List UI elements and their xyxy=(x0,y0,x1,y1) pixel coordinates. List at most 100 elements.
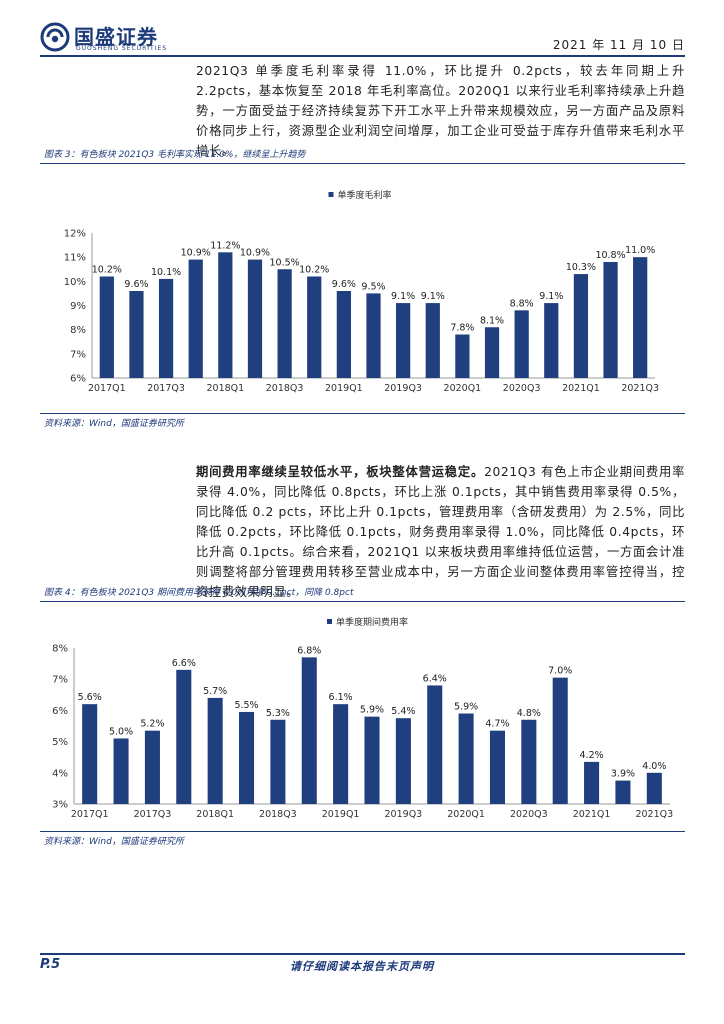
expense-bar xyxy=(458,713,474,804)
margin-x-tick: 2017Q3 xyxy=(147,383,185,394)
expense-data-label: 6.4% xyxy=(423,673,447,684)
expense-bar xyxy=(646,772,662,804)
margin-bar xyxy=(573,274,589,378)
expense-bar xyxy=(552,677,568,804)
margin-y-tick: 10% xyxy=(64,277,86,288)
expense-bar xyxy=(270,719,286,804)
expense-bar xyxy=(238,711,255,804)
expense-y-tick: 8% xyxy=(52,644,68,655)
margin-y-tick: 12% xyxy=(64,229,86,240)
margin-bar xyxy=(455,334,470,378)
margin-bar xyxy=(99,276,114,378)
margin-x-tick: 2021Q1 xyxy=(562,383,600,394)
margin-data-label: 10.3% xyxy=(566,262,596,273)
margin-bar xyxy=(158,278,174,378)
expense-x-tick: 2018Q1 xyxy=(196,809,234,820)
expense-data-label: 5.2% xyxy=(140,719,164,730)
expense-ratio-chart: 单季度期间费用率 3% 4% 5% 6% 7% 8% 5.6% 2017Q1 5.0% 5.2% 20… xyxy=(40,604,685,830)
margin-x-tick: 2021Q3 xyxy=(621,383,659,394)
margin-data-label: 10.5% xyxy=(270,257,300,268)
expense-ratio-body: 2021Q3 有色上市企业期间费用率录得 4.0%，同比降低 0.8pcts，环… xyxy=(196,465,685,599)
expense-x-tick: 2019Q3 xyxy=(385,809,423,820)
expense-data-label: 5.6% xyxy=(78,692,102,703)
expense-bar xyxy=(489,730,506,804)
margin-y-tick: 8% xyxy=(70,325,86,336)
margin-bar xyxy=(218,252,233,378)
expense-ratio-paragraph: 期间费用率继续呈较低水平，板块整体营运稳定。2021Q3 有色上市企业期间费用率… xyxy=(196,462,685,602)
margin-data-label: 11.0% xyxy=(625,245,655,256)
margin-bar xyxy=(544,303,559,378)
margin-x-tick: 2018Q1 xyxy=(206,383,244,394)
expense-x-tick: 2020Q1 xyxy=(447,809,485,820)
figure-3-source: 资料来源：Wind，国盛证券研究所 xyxy=(44,419,184,429)
margin-data-label: 9.1% xyxy=(539,291,563,302)
footer-divider xyxy=(40,953,685,955)
expense-x-tick: 2021Q3 xyxy=(635,809,673,820)
figure-4-bottom-rule xyxy=(40,831,685,832)
margin-data-label: 8.1% xyxy=(480,315,504,326)
margin-x-tick: 2017Q1 xyxy=(88,383,126,394)
expense-legend-label: 单季度期间费用率 xyxy=(336,616,408,628)
margin-bar xyxy=(188,259,203,378)
margin-bar xyxy=(129,291,144,378)
margin-data-label: 9.6% xyxy=(332,279,356,290)
margin-bar xyxy=(633,257,648,378)
expense-data-label: 5.3% xyxy=(266,708,290,719)
expense-bar xyxy=(207,697,223,804)
expense-data-label: 5.9% xyxy=(360,705,384,716)
margin-y-tick: 9% xyxy=(70,301,86,312)
expense-bar xyxy=(521,719,537,804)
margin-data-label: 10.2% xyxy=(299,265,329,276)
figure-3-caption: 图表 3：有色板块 2021Q3 毛利率实现 11.0%，继续呈上升趋势 xyxy=(40,146,685,164)
margin-y-tick: 6% xyxy=(70,374,86,385)
expense-y-tick: 5% xyxy=(52,737,68,748)
margin-x-tick: 2020Q1 xyxy=(444,383,482,394)
page-header: 国盛证券 GUOSHENG SECURITIES 2021 年 11 月 10 … xyxy=(40,20,685,56)
margin-data-label: 9.5% xyxy=(361,281,385,292)
expense-data-label: 4.7% xyxy=(485,719,509,730)
expense-data-label: 5.5% xyxy=(234,700,258,711)
margin-data-label: 10.9% xyxy=(240,248,270,259)
expense-bar xyxy=(333,704,349,804)
expense-data-label: 4.2% xyxy=(580,750,604,761)
expense-bar xyxy=(176,669,192,804)
expense-bar xyxy=(427,685,443,804)
expense-data-label: 3.9% xyxy=(611,769,635,780)
page-number: P.5 xyxy=(40,957,61,972)
margin-x-tick: 2020Q3 xyxy=(503,383,541,394)
logo-mark-icon xyxy=(40,22,70,52)
margin-bar xyxy=(277,269,292,378)
margin-bar xyxy=(336,291,351,378)
gross-margin-paragraph: 2021Q3 单季度毛利率录得 11.0%，环比提升 0.2pcts，较去年同期… xyxy=(196,64,685,158)
margin-bar xyxy=(366,293,381,378)
expense-x-tick: 2019Q1 xyxy=(322,809,360,820)
disclaimer-note: 请仔细阅读本报告末页声明 xyxy=(290,960,434,973)
margin-data-label: 9.6% xyxy=(124,279,148,290)
logo-text-en: GUOSHENG SECURITIES xyxy=(76,45,168,52)
margin-bar xyxy=(396,303,411,378)
figure-4-source: 资料来源：Wind，国盛证券研究所 xyxy=(44,837,184,847)
figure-3-bottom-rule xyxy=(40,413,685,414)
margin-data-label: 10.8% xyxy=(595,250,625,261)
gross-margin-chart-svg: 单季度毛利率6%7%8%9%10%11%12%10.2%2017Q19.6%10… xyxy=(64,189,659,394)
margin-x-tick: 2019Q1 xyxy=(325,383,363,394)
expense-x-tick: 2017Q1 xyxy=(71,809,109,820)
margin-bar xyxy=(514,310,529,378)
margin-legend-label: 单季度毛利率 xyxy=(338,189,392,201)
expense-y-tick: 3% xyxy=(52,800,68,811)
gross-margin-chart: 单季度毛利率 6% 7% 8% 9% 10% 11% 12% 10.2% 2017Q1 9.6% 10… xyxy=(40,166,685,412)
expense-y-tick: 6% xyxy=(52,706,68,717)
margin-x-tick: 2019Q3 xyxy=(384,383,422,394)
expense-data-label: 6.1% xyxy=(329,692,353,703)
margin-data-label: 9.1% xyxy=(421,291,445,302)
margin-bar xyxy=(307,276,322,378)
margin-legend-swatch xyxy=(328,192,334,197)
expense-data-label: 5.0% xyxy=(109,726,133,737)
expense-x-tick: 2021Q1 xyxy=(573,809,611,820)
margin-bar xyxy=(484,327,500,378)
expense-x-tick: 2017Q3 xyxy=(134,809,172,820)
margin-data-label: 9.1% xyxy=(391,291,415,302)
expense-bar xyxy=(144,730,160,804)
margin-bar xyxy=(247,259,263,378)
expense-data-label: 6.6% xyxy=(172,658,196,669)
